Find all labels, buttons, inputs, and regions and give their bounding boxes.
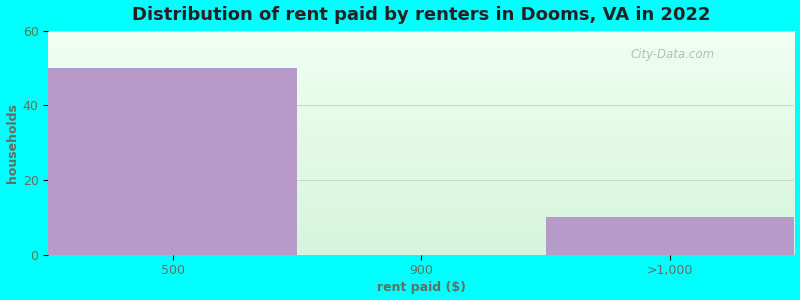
Title: Distribution of rent paid by renters in Dooms, VA in 2022: Distribution of rent paid by renters in … [132, 6, 710, 24]
Text: City-Data.com: City-Data.com [630, 47, 714, 61]
Bar [48, 68, 297, 255]
X-axis label: rent paid ($): rent paid ($) [377, 281, 466, 294]
Bar [546, 217, 794, 255]
Y-axis label: households: households [6, 103, 18, 182]
